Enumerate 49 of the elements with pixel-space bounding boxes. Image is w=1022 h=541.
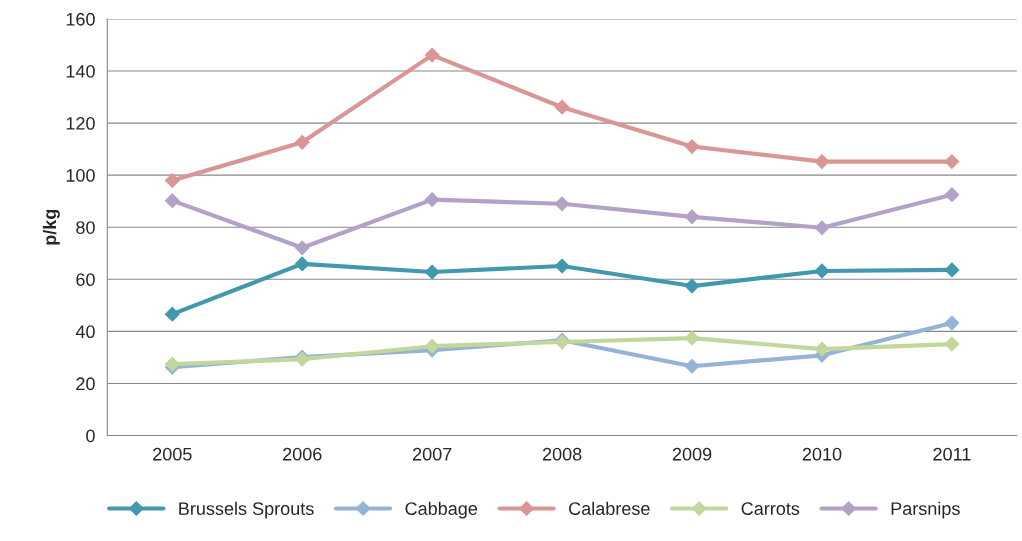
legend-label: Cabbage bbox=[405, 501, 478, 519]
legend-label: Calabrese bbox=[569, 501, 650, 516]
y-tick-label: 140 bbox=[66, 64, 95, 78]
y-tick-label: 100 bbox=[66, 169, 95, 182]
point bbox=[164, 306, 180, 322]
legend-label: Carrots bbox=[741, 502, 800, 516]
x-tick-label: 2005 bbox=[153, 447, 192, 461]
point bbox=[684, 358, 700, 374]
y-tick-label: 120 bbox=[66, 117, 95, 130]
point bbox=[814, 263, 830, 279]
x-tick-label: 2007 bbox=[412, 447, 452, 461]
point bbox=[164, 193, 180, 209]
point bbox=[294, 256, 310, 272]
point bbox=[684, 330, 700, 346]
y-tick-label: 60 bbox=[76, 273, 95, 287]
point bbox=[814, 341, 830, 357]
x-tick-label: 2010 bbox=[802, 447, 842, 461]
x-tick-label: 2009 bbox=[672, 447, 712, 461]
point bbox=[944, 262, 960, 278]
y-tick-label: 20 bbox=[76, 377, 95, 391]
point bbox=[424, 338, 440, 354]
point bbox=[554, 99, 570, 115]
point bbox=[424, 192, 440, 208]
point bbox=[294, 134, 310, 150]
point bbox=[684, 278, 700, 294]
x-tick-label: 2008 bbox=[542, 447, 582, 461]
point bbox=[554, 258, 570, 274]
y-tick-label: 40 bbox=[75, 325, 95, 339]
y-tick-label: 80 bbox=[76, 221, 95, 234]
y-tick-label: 160 bbox=[66, 12, 95, 26]
point bbox=[944, 154, 960, 169]
y-tick-label: 0 bbox=[86, 429, 95, 443]
point bbox=[554, 196, 570, 212]
point bbox=[814, 154, 830, 169]
x-tick-label: 2006 bbox=[283, 447, 322, 461]
point bbox=[424, 47, 440, 63]
point bbox=[944, 187, 960, 203]
legend-label: Parsnips bbox=[891, 501, 960, 519]
x-tick-label: 2011 bbox=[933, 447, 971, 461]
point bbox=[684, 209, 700, 225]
legend-label: Brussels Sprouts bbox=[179, 501, 314, 519]
point bbox=[684, 139, 700, 154]
point bbox=[424, 264, 440, 280]
point bbox=[944, 336, 960, 352]
point bbox=[814, 220, 830, 236]
point bbox=[294, 240, 310, 256]
point bbox=[164, 173, 180, 189]
y-axis-title: p/kg bbox=[42, 209, 60, 245]
point bbox=[944, 315, 960, 331]
